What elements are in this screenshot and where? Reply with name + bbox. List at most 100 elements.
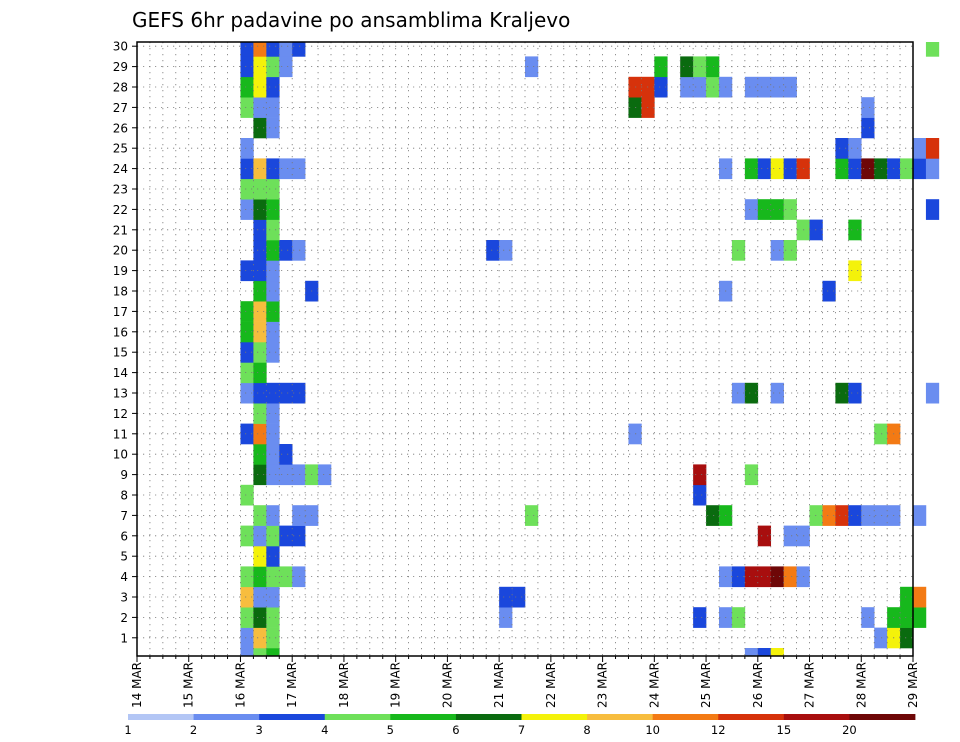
heatmap-cells [240, 42, 940, 657]
legend-label: 20 [842, 723, 857, 737]
heatmap-cell [266, 423, 280, 445]
y-tick-label: 4 [120, 570, 128, 584]
heatmap-cell [240, 342, 254, 363]
grid-lines [137, 42, 913, 656]
legend-label: 3 [256, 723, 263, 737]
chart-title: GEFS 6hr padavine po ansamblima Kraljevo [132, 8, 570, 32]
x-tick-label: 23 MAR [596, 662, 610, 708]
heatmap-cell [253, 117, 267, 139]
heatmap-cell [240, 566, 254, 588]
heatmap-cell [654, 76, 668, 98]
heatmap-cell [292, 505, 306, 526]
legend-swatch [587, 714, 654, 720]
heatmap-cell [512, 586, 526, 608]
heatmap-cell [861, 505, 875, 526]
heatmap-cell [279, 240, 293, 261]
x-tick-label: 18 MAR [337, 662, 351, 708]
heatmap-cell [266, 301, 280, 322]
heatmap-cell [240, 97, 254, 118]
legend-label: 10 [645, 723, 660, 737]
heatmap-cell [253, 444, 267, 465]
heatmap-cell [783, 199, 797, 220]
heatmap-cell [913, 505, 927, 526]
heatmap-cell [240, 301, 254, 322]
y-tick-label: 14 [113, 366, 128, 380]
heatmap-cell [240, 178, 254, 200]
heatmap-cell [861, 97, 875, 118]
y-tick-label: 18 [113, 285, 128, 299]
legend-swatch [390, 714, 457, 720]
x-tick-label: 28 MAR [854, 662, 868, 708]
legend-swatch [193, 714, 260, 720]
heatmap-cell [706, 56, 720, 78]
heatmap-cell [253, 56, 267, 78]
heatmap-cell [266, 566, 280, 588]
heatmap-cell [861, 117, 875, 139]
y-tick-label: 15 [113, 346, 128, 360]
y-tick-label: 16 [113, 325, 128, 339]
heatmap-cell [913, 138, 927, 159]
heatmap-cell [240, 484, 254, 506]
heatmap-cell [266, 648, 280, 657]
heatmap-cell [253, 362, 267, 384]
heatmap-cell [874, 505, 888, 526]
heatmap-cell [770, 566, 784, 588]
heatmap-cell [693, 56, 707, 78]
legend-swatch [652, 714, 719, 720]
heatmap-cell [744, 648, 759, 657]
legend-label: 7 [518, 723, 525, 737]
heatmap-cell [253, 301, 267, 322]
heatmap-cell [770, 240, 784, 261]
x-tick-label: 29 MAR [906, 662, 920, 708]
heatmap-cell [822, 505, 836, 526]
heatmap-cell [266, 627, 280, 649]
heatmap-cell [913, 158, 927, 180]
heatmap-cell [253, 97, 267, 118]
heatmap-cell [253, 505, 267, 526]
heatmap-cell [525, 505, 539, 526]
heatmap-cell [253, 321, 267, 343]
heatmap-cell [757, 566, 772, 588]
heatmap-cell [757, 199, 772, 220]
heatmap-cell [900, 627, 914, 649]
heatmap-cell [499, 586, 513, 608]
x-tick-label: 20 MAR [440, 662, 454, 708]
y-tick-label: 17 [113, 305, 128, 319]
heatmap-cell [693, 76, 707, 98]
heatmap-cell [770, 199, 784, 220]
legend-label: 6 [452, 723, 459, 737]
legend-swatch [259, 714, 326, 720]
heatmap-cell [253, 627, 267, 649]
heatmap-cell [240, 648, 254, 657]
heatmap-cell [240, 586, 254, 608]
heatmap-cell [266, 586, 280, 608]
heatmap-cell [731, 240, 746, 261]
heatmap-cell [253, 607, 267, 628]
y-tick-label: 1 [120, 631, 128, 645]
heatmap-cell [900, 158, 914, 180]
heatmap-cell [240, 423, 254, 445]
heatmap-cell [783, 76, 797, 98]
heatmap-cell [266, 505, 280, 526]
heatmap-cell [279, 566, 293, 588]
heatmap-cell [499, 240, 513, 261]
y-tick-label: 28 [113, 81, 128, 95]
heatmap-cell [266, 240, 280, 261]
heatmap-cell [292, 382, 306, 404]
y-tick-label: 9 [120, 468, 128, 482]
x-tick-label: 15 MAR [182, 662, 196, 708]
y-tick-label: 30 [113, 40, 128, 54]
heatmap-cell [744, 76, 759, 98]
heatmap-cell [744, 158, 759, 180]
heatmap-cell [253, 260, 267, 282]
y-tick-label: 23 [113, 183, 128, 197]
heatmap-cell [925, 382, 940, 404]
y-tick-label: 19 [113, 264, 128, 278]
heatmap-cell [835, 382, 849, 404]
heatmap-cell [835, 158, 849, 180]
heatmap-cell [266, 199, 280, 220]
heatmap-cell [253, 423, 267, 445]
heatmap-cell [266, 607, 280, 628]
heatmap-cell [253, 546, 267, 567]
heatmap-cell [848, 158, 862, 180]
